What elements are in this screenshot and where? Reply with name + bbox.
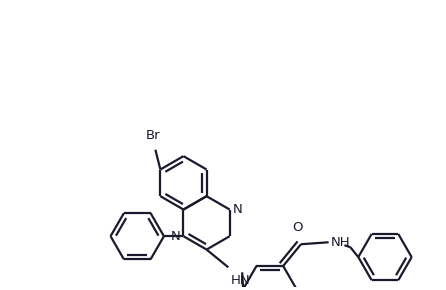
Text: N: N — [233, 203, 243, 216]
Text: HN: HN — [230, 274, 250, 287]
Text: NH: NH — [330, 236, 350, 249]
Text: N: N — [171, 230, 181, 243]
Text: Br: Br — [146, 129, 161, 142]
Text: O: O — [292, 221, 302, 234]
